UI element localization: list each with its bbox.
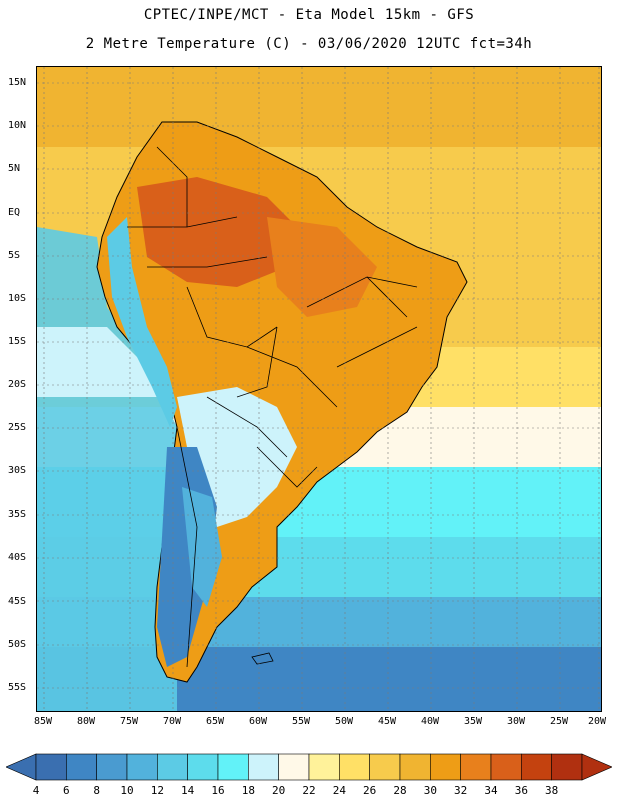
- colorbar-tick-label: 36: [514, 784, 528, 797]
- lon-label: 60W: [248, 716, 268, 727]
- andes-ridge-north: [107, 217, 177, 427]
- colorbar-tick-label: 6: [63, 784, 70, 797]
- colorbar-low-arrow: [6, 753, 37, 781]
- colorbar-swatch: [460, 753, 492, 781]
- graticule: [37, 67, 601, 711]
- temperature-map: [37, 67, 601, 711]
- lat-label: 10N: [8, 120, 27, 131]
- lon-label: 65W: [205, 716, 225, 727]
- falkland-islands: [251, 652, 274, 665]
- colorbar-tick-label: 34: [484, 784, 498, 797]
- colorbar-tick-label: 16: [211, 784, 225, 797]
- lon-label: 40W: [420, 716, 440, 727]
- lat-label: 5N: [8, 163, 21, 174]
- colorbar-tick-label: 26: [363, 784, 377, 797]
- colorbar-swatch: [126, 753, 158, 781]
- pacific-warm-patch: [37, 327, 167, 397]
- lat-label: 5S: [8, 250, 21, 261]
- lat-label: 15S: [8, 336, 27, 347]
- map-subtitle: 2 Metre Temperature (C) - 03/06/2020 12U…: [85, 36, 533, 52]
- colorbar-swatch: [157, 753, 188, 781]
- colorbar-swatch: [521, 753, 552, 781]
- colorbar-tick-label: 20: [272, 784, 286, 797]
- lat-label: 45S: [8, 596, 27, 607]
- lon-label: 35W: [463, 716, 483, 727]
- colorbar-swatch: [66, 753, 97, 781]
- colorbar-swatch: [551, 753, 583, 781]
- colorbar-swatch: [369, 753, 401, 781]
- lon-label: 70W: [162, 716, 182, 727]
- colorbar-tick-label: 12: [150, 784, 164, 797]
- map-panel: [36, 66, 602, 712]
- colorbar-tick-label: 14: [181, 784, 195, 797]
- lon-label: 55W: [291, 716, 311, 727]
- colorbar-tick-label: 24: [332, 784, 346, 797]
- colorbar-swatch: [278, 753, 310, 781]
- colorbar-tick-label: 8: [93, 784, 100, 797]
- colorbar-tick-label: 18: [241, 784, 255, 797]
- lon-label: 80W: [76, 716, 96, 727]
- lat-label: 35S: [8, 509, 27, 520]
- colorbar-swatch: [339, 753, 370, 781]
- lon-label: 75W: [119, 716, 139, 727]
- lat-label: 25S: [8, 422, 27, 433]
- lon-label: 30W: [506, 716, 526, 727]
- lat-label: 30S: [8, 465, 27, 476]
- lat-label: 15N: [8, 77, 27, 88]
- colorbar-swatch: [96, 753, 128, 781]
- colorbar-swatch: [490, 753, 522, 781]
- lon-label: 20W: [587, 716, 607, 727]
- lon-label: 45W: [377, 716, 397, 727]
- colorbar-high-arrow: [581, 753, 612, 781]
- band-tropical-north: [37, 67, 601, 147]
- lat-label: 50S: [8, 639, 27, 650]
- central-brazil-warm: [267, 217, 377, 317]
- amazon-hot-core: [137, 177, 297, 287]
- lon-label: 25W: [549, 716, 569, 727]
- colorbar-swatch: [35, 753, 67, 781]
- colorbar-swatch: [430, 753, 461, 781]
- lat-label: 40S: [8, 552, 27, 563]
- colorbar-swatch: [187, 753, 219, 781]
- colorbar-swatch: [308, 753, 340, 781]
- patagonia-steppe: [182, 487, 222, 607]
- lon-label: 85W: [33, 716, 53, 727]
- lat-label: 10S: [8, 293, 27, 304]
- colorbar-swatch: [399, 753, 431, 781]
- colorbar-swatch: [248, 753, 279, 781]
- lat-label: 55S: [8, 682, 27, 693]
- colorbar-tick-label: 4: [32, 784, 40, 797]
- colorbar-tick-label: 22: [302, 784, 316, 797]
- colorbar-tick-label: 32: [454, 784, 468, 797]
- colorbar-swatch: [217, 753, 249, 781]
- colorbar-tick-label: 38: [545, 784, 559, 797]
- colorbar-tick-label: 30: [423, 784, 437, 797]
- country-borders: [127, 146, 418, 668]
- temperature-colorbar: [6, 753, 612, 781]
- colorbar-tick-label: 10: [120, 784, 134, 797]
- colorbar-tick-label: 28: [393, 784, 407, 797]
- lat-label: 20S: [8, 379, 27, 390]
- map-title: CPTEC/INPE/MCT - Eta Model 15km - GFS: [143, 7, 475, 23]
- lon-label: 50W: [334, 716, 354, 727]
- lat-label: EQ: [8, 207, 21, 218]
